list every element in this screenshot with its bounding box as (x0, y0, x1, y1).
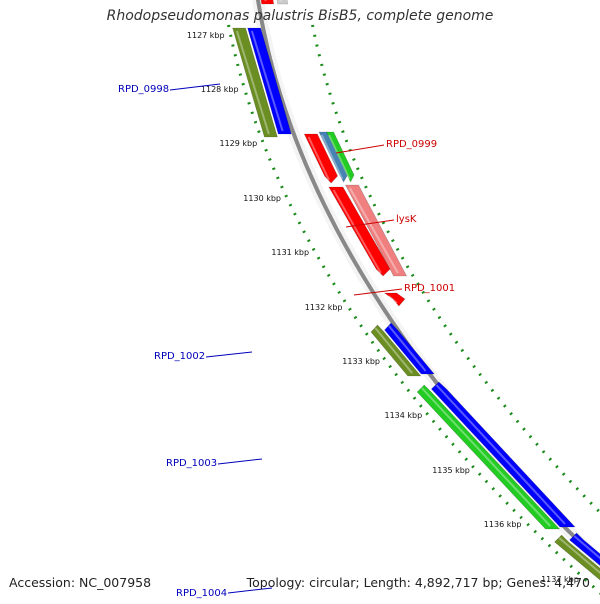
feature-rpd1003-green-highlight (422, 388, 550, 526)
tick-label: 1131 kbp (271, 248, 309, 257)
gene-label: lysK (396, 214, 417, 225)
tick-label: 1128 kbp (201, 85, 239, 94)
tick-label: 1130 kbp (243, 194, 281, 203)
feature-rpd1003-blue-highlight (436, 385, 565, 524)
label-connector (336, 145, 384, 153)
gene-label: RPD_0998 (118, 84, 169, 95)
gene-label: RPD_1002 (154, 351, 205, 362)
tick-label: 1129 kbp (219, 139, 257, 148)
map-title: Rhodopseudomonas palustris BisB5, comple… (0, 8, 600, 24)
label-connector (206, 352, 252, 357)
tick-label: 1133 kbp (342, 357, 380, 366)
gene-label: RPD_1003 (166, 458, 217, 469)
accession-text: Accession: NC_007958 (9, 575, 151, 590)
gene-label: RPD_1004 (176, 588, 227, 599)
tick-label: 1135 kbp (432, 466, 470, 475)
gene-label: RPD_1001 (404, 283, 455, 294)
tick-label: 1134 kbp (384, 411, 422, 420)
genome-info-text: Topology: circular; Length: 4,892,717 bp… (247, 575, 590, 590)
tick-label: 1136 kbp (484, 520, 522, 529)
tick-label: 1127 kbp (187, 31, 225, 40)
gene-label: RPD_0999 (386, 139, 437, 150)
label-connector (218, 459, 262, 464)
tick-label: 1132 kbp (305, 303, 343, 312)
feature-layer (233, 0, 600, 600)
